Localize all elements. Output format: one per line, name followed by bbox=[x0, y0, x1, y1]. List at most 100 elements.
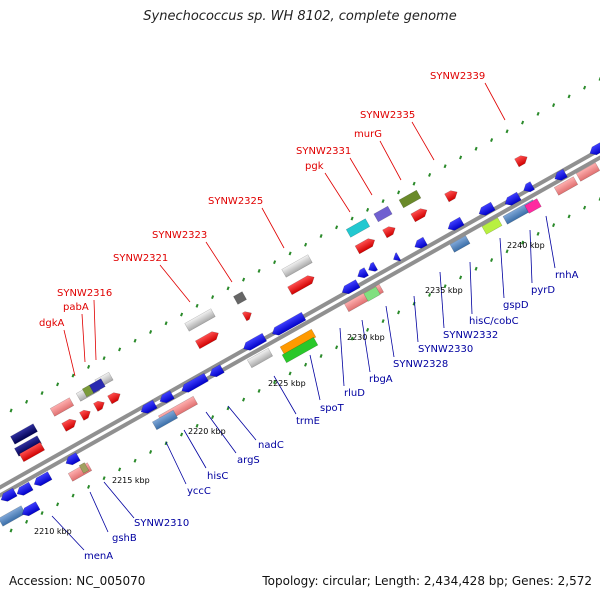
scale-tick bbox=[56, 502, 60, 507]
scale-tick bbox=[397, 310, 401, 315]
topology-label: Topology: circular; Length: 2,434,428 bp… bbox=[262, 574, 592, 588]
gene-label-reverse: spoT bbox=[320, 403, 345, 414]
scale-tick bbox=[180, 432, 184, 437]
gene-feature bbox=[79, 409, 91, 421]
leader-line bbox=[439, 271, 445, 329]
leader-line bbox=[205, 241, 233, 283]
gene-label-reverse: rnhA bbox=[555, 270, 579, 281]
scale-tick bbox=[118, 347, 122, 352]
leader-line bbox=[89, 491, 109, 533]
scale-tick bbox=[257, 388, 261, 393]
gene-feature bbox=[478, 201, 496, 216]
leader-line bbox=[205, 411, 237, 454]
scale-tick bbox=[319, 354, 323, 358]
scale-tick bbox=[9, 528, 13, 533]
scale-tick bbox=[40, 391, 44, 395]
scale-tick bbox=[335, 225, 339, 230]
scale-tick bbox=[211, 415, 215, 420]
scale-tick bbox=[25, 519, 29, 524]
scale-tick bbox=[583, 205, 587, 210]
scale-tick bbox=[381, 319, 385, 324]
scale-tick bbox=[71, 373, 75, 378]
gene-feature bbox=[447, 216, 465, 231]
gene-feature bbox=[271, 311, 307, 336]
gene-feature bbox=[159, 390, 175, 404]
scale-tick bbox=[490, 258, 494, 262]
scale-tick bbox=[87, 364, 91, 369]
gene-label-forward: SYNW2339 bbox=[430, 71, 485, 82]
leader-line bbox=[385, 305, 395, 358]
scale-tick bbox=[242, 277, 246, 282]
scale-tick bbox=[304, 242, 308, 247]
scale-tick bbox=[304, 362, 308, 367]
leader-line bbox=[469, 261, 473, 315]
gene-feature bbox=[398, 189, 422, 209]
scale-tick bbox=[25, 399, 29, 404]
scale-tick bbox=[102, 476, 106, 481]
scale-tick bbox=[474, 266, 478, 271]
gene-features bbox=[0, 142, 600, 527]
scale-tick bbox=[350, 336, 354, 341]
gene-feature bbox=[61, 418, 77, 432]
gene-feature bbox=[279, 328, 317, 356]
leader-line bbox=[165, 441, 187, 485]
scale-tick bbox=[428, 172, 432, 177]
gene-feature bbox=[107, 392, 121, 405]
scale-tick bbox=[536, 111, 540, 116]
scale-tick bbox=[567, 94, 571, 99]
leader-line bbox=[499, 237, 505, 299]
leader-line bbox=[51, 515, 85, 551]
gene-feature bbox=[14, 435, 42, 457]
scale-tick bbox=[552, 103, 556, 108]
gene-feature bbox=[16, 481, 34, 496]
gene-feature bbox=[481, 217, 503, 235]
gene-label-reverse: menA bbox=[84, 551, 113, 562]
leader-line bbox=[63, 329, 76, 377]
leader-line bbox=[324, 172, 351, 213]
gene-feature bbox=[341, 279, 361, 295]
scale-tick bbox=[521, 240, 525, 245]
gene-feature bbox=[0, 487, 18, 502]
leader-line bbox=[183, 429, 207, 469]
leader-line bbox=[349, 157, 373, 196]
scale-label: 2235 kbp bbox=[425, 286, 463, 295]
gene-feature bbox=[410, 208, 428, 223]
leader-line bbox=[411, 121, 435, 161]
gene-feature bbox=[281, 254, 313, 278]
leader-line bbox=[379, 140, 402, 181]
scale-label: 2240 kbp bbox=[507, 241, 545, 250]
gene-label-forward: murG bbox=[354, 129, 382, 140]
scale-label: 2230 kbp bbox=[347, 333, 385, 342]
scale-tick bbox=[242, 397, 246, 402]
scale-tick bbox=[133, 338, 137, 343]
scale-tick bbox=[71, 493, 75, 498]
scale-tick bbox=[521, 120, 525, 125]
scale-tick bbox=[536, 231, 540, 236]
gene-feature bbox=[241, 311, 252, 322]
label-leader-lines bbox=[51, 82, 556, 551]
gene-label-forward: SYNW2321 bbox=[113, 253, 168, 264]
gene-feature bbox=[184, 308, 216, 332]
gene-feature bbox=[243, 332, 268, 351]
scale-tick bbox=[288, 371, 292, 376]
gene-feature bbox=[554, 168, 568, 181]
scale-label: 2220 kbp bbox=[188, 427, 226, 436]
scale-tick bbox=[118, 467, 122, 472]
gene-label-reverse: pyrD bbox=[531, 285, 555, 296]
scale-tick bbox=[459, 155, 463, 160]
gene-feature bbox=[345, 218, 371, 238]
gene-feature bbox=[78, 462, 90, 474]
scale-tick bbox=[195, 423, 199, 428]
scale-tick bbox=[273, 260, 277, 265]
gene-feature bbox=[93, 400, 105, 412]
gene-label-reverse: nadC bbox=[258, 440, 284, 451]
gene-feature bbox=[140, 399, 158, 414]
leader-line bbox=[81, 313, 86, 363]
scale-tick bbox=[443, 164, 447, 169]
scale-tick bbox=[288, 251, 292, 256]
gene-feature bbox=[414, 236, 428, 249]
scale-tick bbox=[505, 129, 509, 134]
leader-line bbox=[103, 481, 135, 519]
leader-line bbox=[484, 82, 506, 121]
